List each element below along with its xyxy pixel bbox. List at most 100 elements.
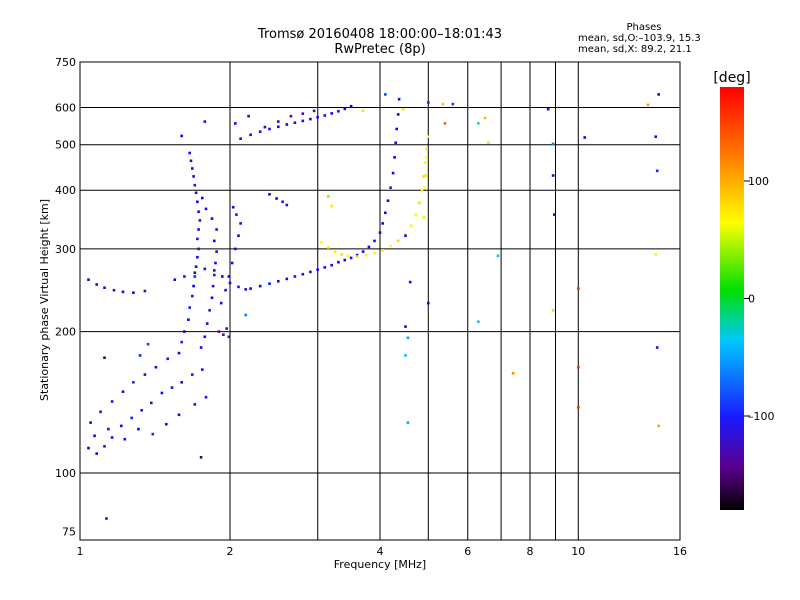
data-point: [199, 346, 203, 349]
data-point: [180, 340, 183, 344]
data-point: [191, 167, 194, 170]
y-tick-label: 400: [55, 184, 76, 197]
x-axis-ticks: 1 2 4 6 8 10 16: [77, 545, 688, 558]
data-point: [230, 261, 234, 265]
data-point: [427, 301, 430, 305]
data-point: [337, 260, 340, 264]
data-point: [391, 171, 395, 175]
y-tick-label: 500: [55, 139, 76, 152]
data-point: [208, 309, 211, 312]
data-point: [553, 213, 556, 216]
data-point: [234, 247, 237, 251]
data-point: [546, 107, 550, 111]
data-point: [132, 291, 135, 294]
data-point: [361, 250, 365, 253]
data-point: [89, 421, 92, 424]
data-point: [112, 288, 116, 292]
data-point: [130, 416, 133, 420]
data-point: [423, 186, 427, 189]
data-point: [213, 269, 216, 272]
data-point: [173, 278, 177, 281]
data-point: [151, 432, 155, 436]
data-point: [418, 201, 421, 205]
data-point: [183, 275, 186, 278]
data-point: [394, 141, 397, 144]
data-point: [244, 313, 247, 317]
data-point: [316, 268, 319, 271]
data-point: [654, 253, 657, 256]
data-point: [361, 109, 365, 113]
data-point: [425, 147, 428, 151]
data-point: [87, 278, 90, 281]
data-point: [143, 373, 147, 376]
phase-stats-x: mean, sd,X: 89.2, 21.1: [578, 44, 692, 55]
x-tick-label: 2: [227, 545, 234, 558]
data-point: [277, 280, 280, 283]
data-point: [217, 330, 221, 333]
data-point: [137, 427, 140, 431]
data-point: [177, 351, 181, 355]
chart-title: Tromsø 20160408 18:00:00–18:01:43: [257, 27, 503, 42]
data-point: [87, 446, 90, 450]
data-point: [384, 93, 387, 96]
data-point: [183, 330, 186, 333]
data-point: [330, 204, 333, 208]
data-point: [107, 427, 110, 431]
y-tick-label: 300: [55, 243, 76, 256]
y-axis-ticks: 75 100 200 300 400 500 600 750: [55, 56, 76, 539]
data-point: [203, 335, 207, 339]
data-point: [346, 254, 350, 258]
x-tick-label: 8: [527, 545, 534, 558]
data-point: [657, 93, 660, 96]
colorbar-tick-label: 100: [748, 175, 769, 188]
data-point: [227, 275, 231, 278]
data-point: [404, 325, 407, 328]
colorbar: [720, 87, 744, 510]
chart-subtitle: RwPretec (8p): [334, 42, 426, 57]
data-point: [340, 253, 343, 256]
data-point: [219, 301, 223, 305]
data-point: [483, 116, 487, 120]
data-point: [333, 250, 337, 253]
data-point: [655, 169, 659, 173]
data-point: [301, 119, 305, 123]
data-point: [204, 395, 208, 399]
data-point: [110, 400, 114, 403]
data-point: [427, 135, 430, 138]
data-point: [337, 110, 340, 113]
data-point: [285, 277, 289, 281]
data-point: [224, 288, 227, 292]
data-point: [443, 122, 447, 125]
data-point: [496, 254, 500, 258]
data-point: [441, 102, 445, 106]
data-point: [132, 381, 135, 384]
data-point: [197, 247, 200, 251]
data-point: [180, 381, 183, 384]
data-point: [237, 285, 240, 289]
data-point: [655, 346, 659, 349]
data-point: [309, 117, 312, 121]
data-point: [239, 137, 242, 140]
plot-frame: [79, 61, 681, 541]
data-point: [285, 203, 289, 207]
data-point: [188, 151, 191, 155]
phase-stats: Phases mean, sd,O:–103.9, 15.3 mean, sd,…: [578, 22, 710, 55]
data-point: [301, 112, 305, 115]
x-tick-label: 6: [464, 545, 471, 558]
data-point: [343, 107, 347, 111]
data-point: [258, 130, 262, 133]
data-point: [192, 175, 195, 178]
grid-lines: [79, 62, 681, 540]
data-point: [143, 289, 147, 293]
y-tick-label: 750: [55, 56, 76, 69]
data-point: [301, 272, 305, 276]
data-point: [138, 354, 142, 357]
data-point: [234, 122, 237, 125]
y-axis-label: Stationary phase Virtual Height [km]: [38, 199, 51, 401]
data-point: [191, 373, 194, 376]
data-point: [293, 121, 297, 124]
data-point: [95, 452, 98, 455]
data-point: [221, 275, 224, 278]
